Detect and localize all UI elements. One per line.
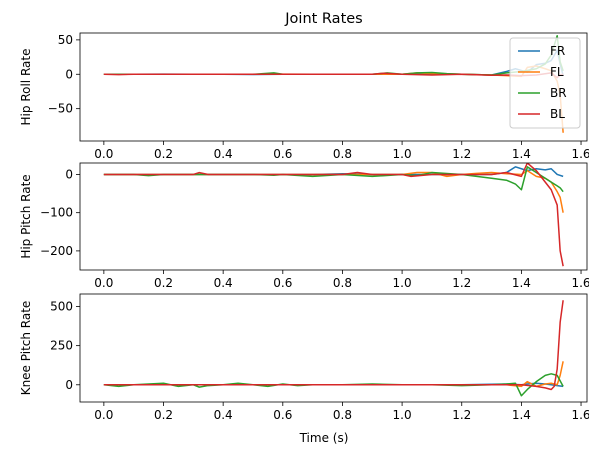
series-line-fl — [103, 361, 564, 388]
x-tick-label: 1.6 — [571, 276, 589, 290]
x-tick-label: 0.0 — [94, 408, 113, 422]
series-line-bl — [103, 163, 564, 267]
plot-frame — [79, 293, 588, 403]
y-tick-label: −200 — [40, 244, 73, 258]
series-line-fr — [103, 49, 564, 76]
series-group — [103, 35, 564, 133]
x-tick-label: 0.6 — [273, 276, 292, 290]
x-tick-label: 0.0 — [94, 276, 113, 290]
panel-2: 0.0 0.2 0.4 0.6 0.8 1.0 1.2 1.4 1.6 500 250 0 Knee P… — [19, 293, 589, 422]
series-line-br — [103, 166, 564, 193]
x-tick-label: 1.6 — [571, 408, 589, 422]
x-tick-label: 0.6 — [273, 408, 292, 422]
x-tick-label: 1.2 — [452, 408, 471, 422]
x-tick-label: 0.8 — [333, 276, 352, 290]
x-tick-label: 0.4 — [214, 408, 233, 422]
y-tick-label: 250 — [50, 339, 73, 353]
y-axis-title: Knee Pitch Rate — [19, 301, 33, 396]
y-tick-label: 0 — [65, 378, 73, 392]
legend-label-fr: FR — [550, 44, 565, 58]
x-tick-label: 0.2 — [154, 276, 173, 290]
y-tick-label: 50 — [58, 33, 73, 47]
x-tick-label: 0.2 — [154, 408, 173, 422]
figure-title: Joint Rates — [284, 11, 362, 27]
y-axis-title: Hip Roll Rate — [19, 49, 33, 126]
legend-label-fl: FL — [550, 65, 564, 79]
legend: FR FL BR BL — [509, 37, 581, 129]
y-axis-title: Hip Pitch Rate — [19, 174, 33, 258]
y-tick-label: 0 — [65, 167, 73, 181]
plot-frame — [79, 162, 588, 271]
x-tick-label: 0.4 — [214, 147, 233, 161]
legend-label-bl: BL — [550, 107, 565, 121]
series-group — [103, 163, 564, 267]
panel-0: 0.0 0.2 0.4 0.6 0.8 1.0 1.2 1.4 1.6 50 0 −50 Hip Rol… — [19, 32, 589, 161]
series-line-fl — [103, 169, 564, 213]
y-tick-label: 500 — [50, 300, 73, 314]
series-line-br — [103, 35, 564, 76]
x-tick-label: 0.8 — [333, 147, 352, 161]
y-tick-label: −50 — [48, 102, 73, 116]
legend-box — [509, 37, 581, 129]
x-tick-label: 0.2 — [154, 147, 173, 161]
series-line-bl — [103, 300, 564, 391]
x-tick-label: 1.2 — [452, 147, 471, 161]
x-tick-label: 1.4 — [512, 408, 531, 422]
x-tick-label: 0.6 — [273, 147, 292, 161]
series-line-fl — [103, 65, 564, 133]
panel-1: 0.0 0.2 0.4 0.6 0.8 1.0 1.2 1.4 1.6 0 −100 −200 Hip … — [19, 162, 589, 290]
y-tick-label: −100 — [40, 206, 73, 220]
x-tick-label: 1.0 — [393, 276, 412, 290]
x-tick-label: 0.4 — [214, 276, 233, 290]
x-tick-label: 0.8 — [333, 408, 352, 422]
x-tick-label: 0.0 — [94, 147, 113, 161]
x-tick-label: 1.0 — [393, 408, 412, 422]
legend-label-br: BR — [550, 86, 567, 100]
x-tick-label: 1.6 — [571, 147, 589, 161]
series-group — [103, 300, 564, 397]
y-tick-label: 0 — [65, 67, 73, 81]
x-tick-label: 1.2 — [452, 276, 471, 290]
plot-frame — [79, 32, 588, 142]
x-axis-title: Time (s) — [299, 431, 349, 445]
x-tick-label: 1.0 — [393, 147, 412, 161]
x-tick-label: 1.4 — [512, 147, 531, 161]
x-tick-label: 1.4 — [512, 276, 531, 290]
